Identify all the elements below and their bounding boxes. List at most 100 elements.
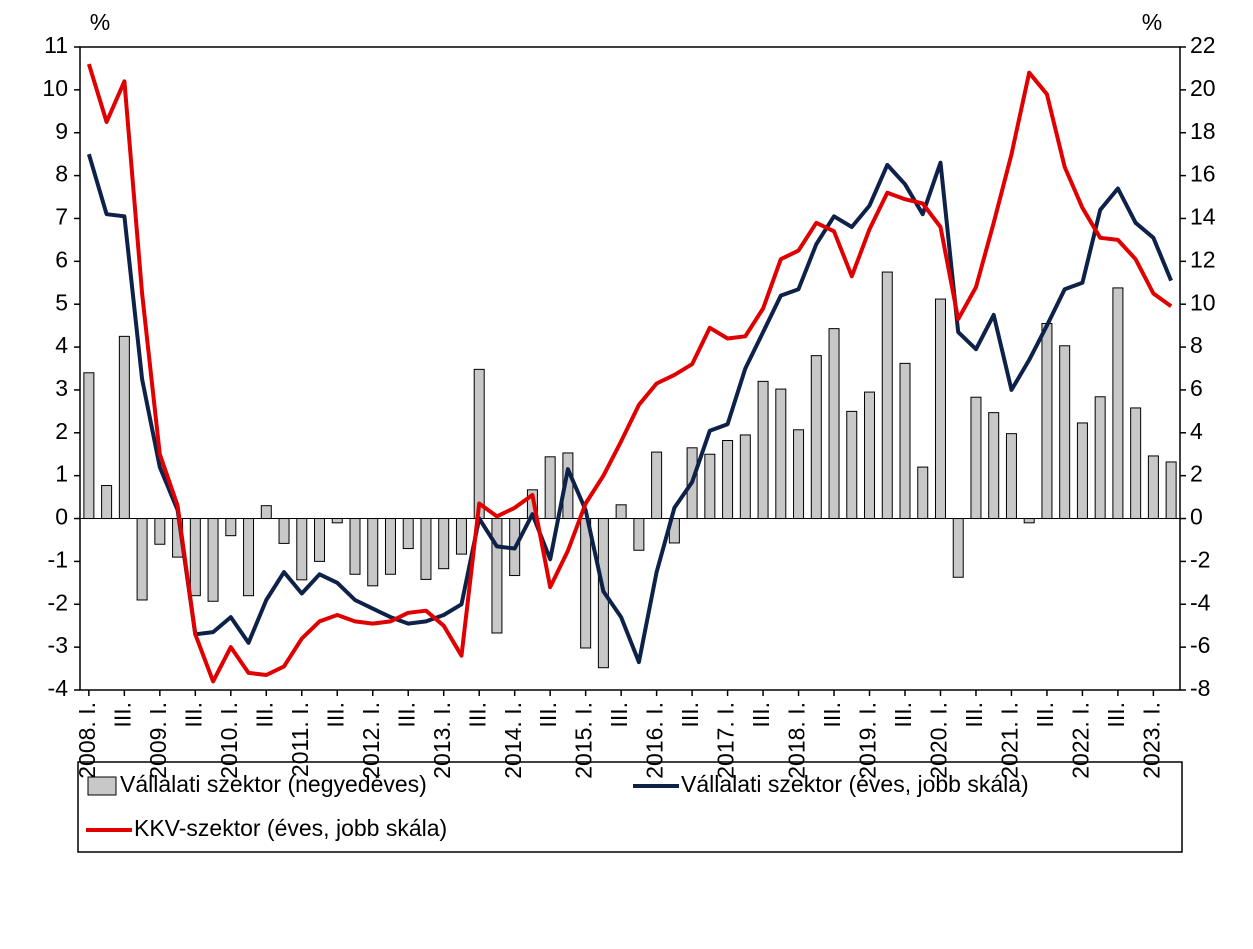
y-tick-label: 6 [55, 246, 68, 272]
bar [881, 271, 893, 520]
bar [757, 380, 769, 520]
bar [207, 518, 219, 602]
y2-tick-label: 2 [1190, 461, 1203, 487]
legend-swatch [87, 776, 117, 796]
bar [473, 368, 485, 520]
x-tick-label: 2013. I. [429, 702, 455, 779]
y-tick-label: 10 [42, 75, 68, 101]
bar [1112, 287, 1124, 520]
y2-tick-label: 14 [1190, 204, 1216, 230]
y2-tick-label: -2 [1190, 546, 1210, 572]
bar [580, 518, 592, 649]
bar [1005, 433, 1017, 520]
y-tick-label: 1 [55, 461, 68, 487]
legend-label: Vállalati szektor (negyedéves) [120, 771, 427, 797]
bar [260, 505, 272, 520]
y2-tick-label: 8 [1190, 332, 1203, 358]
bar [314, 518, 326, 562]
bar [1059, 345, 1071, 520]
y-tick-label: -4 [48, 675, 69, 701]
legend-box [77, 761, 1183, 853]
y2-tick-label: 0 [1190, 504, 1203, 530]
y-tick-label: -3 [48, 632, 68, 658]
x-tick-label: III. [677, 702, 703, 728]
bar [934, 298, 946, 520]
y-tick-label: 5 [55, 289, 68, 315]
legend-label: KKV-szektor (éves, jobb skála) [134, 815, 447, 841]
x-tick-label: III. [1032, 702, 1058, 728]
y2-tick-label: 16 [1190, 161, 1216, 187]
x-tick-label: 2014. I. [500, 702, 526, 779]
x-tick-label: III. [322, 702, 348, 728]
bar [899, 362, 911, 520]
y2-tick-label: 20 [1190, 75, 1216, 101]
x-tick-label: III. [606, 702, 632, 728]
bar [1023, 518, 1035, 524]
x-tick-label: III. [748, 702, 774, 728]
bar [1094, 396, 1106, 520]
bar [455, 518, 467, 555]
x-tick-label: 2017. I. [713, 702, 739, 779]
bar [1041, 322, 1053, 520]
x-tick-label: III. [819, 702, 845, 728]
bar [384, 518, 396, 575]
x-tick-label: 2011. I. [287, 702, 313, 777]
bar [136, 518, 148, 601]
x-tick-label: III. [251, 702, 277, 728]
bar [988, 412, 1000, 520]
y-unit-right: % [1142, 9, 1162, 35]
plot-frame [79, 46, 1181, 691]
y-tick-label: 2 [55, 418, 68, 444]
bar [1147, 455, 1159, 520]
x-tick-label: III. [1103, 702, 1129, 728]
bar [651, 451, 663, 520]
x-tick-label: III. [464, 702, 490, 728]
x-tick-label: 2022. I. [1067, 702, 1093, 779]
y-tick-label: -1 [48, 546, 68, 572]
bar [828, 328, 840, 520]
bar [1130, 407, 1142, 520]
bar [1165, 461, 1177, 520]
x-tick-label: 2019. I. [855, 702, 881, 779]
x-tick-label: 2010. I. [216, 702, 242, 779]
y-tick-label: 0 [55, 504, 68, 530]
x-tick-label: III. [180, 702, 206, 728]
bar [331, 518, 343, 524]
x-tick-label: 2018. I. [784, 702, 810, 779]
y-tick-label: 8 [55, 161, 68, 187]
bar [633, 518, 645, 551]
y-unit-left: % [90, 9, 110, 35]
bar [864, 391, 876, 520]
bar [438, 518, 450, 570]
y2-tick-label: 10 [1190, 289, 1216, 315]
x-tick-label: 2009. I. [145, 702, 171, 779]
bar [420, 518, 432, 580]
x-tick-label: 2020. I. [926, 702, 952, 779]
bar [278, 518, 290, 544]
x-tick-label: 2012. I. [358, 702, 384, 779]
x-tick-label: III. [961, 702, 987, 728]
y2-tick-label: 12 [1190, 246, 1216, 272]
bar [739, 434, 751, 520]
bar [491, 518, 503, 634]
bar [704, 453, 716, 520]
line [86, 63, 1173, 684]
y2-tick-label: 6 [1190, 375, 1203, 401]
bar [775, 388, 787, 520]
bar [154, 518, 166, 545]
x-tick-label: III. [890, 702, 916, 728]
y2-tick-label: 4 [1190, 418, 1203, 444]
bar [243, 518, 255, 597]
bar [810, 355, 822, 520]
bar [83, 372, 95, 520]
x-tick-label: III. [109, 702, 135, 728]
line [86, 153, 1173, 665]
bar [544, 456, 556, 520]
bar [1076, 422, 1088, 520]
bar [615, 504, 627, 520]
y2-tick-label: -6 [1190, 632, 1210, 658]
y2-tick-label: -4 [1190, 589, 1211, 615]
x-tick-label: 2023. I. [1138, 702, 1164, 779]
bar [952, 518, 964, 578]
